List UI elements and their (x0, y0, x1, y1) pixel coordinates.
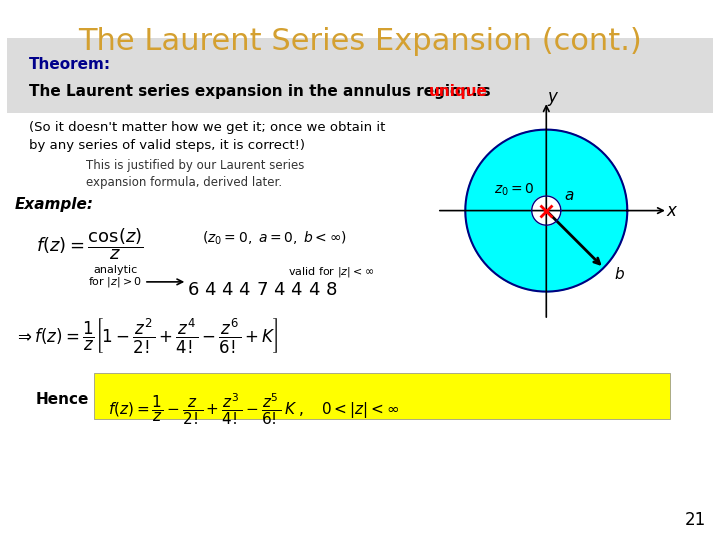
Text: 21: 21 (684, 511, 706, 529)
Text: unique: unique (428, 84, 487, 99)
Text: $\Rightarrow f(z) = \dfrac{1}{z}\left[1 - \dfrac{z^2}{2!} + \dfrac{z^4}{4!} - \d: $\Rightarrow f(z) = \dfrac{1}{z}\left[1 … (14, 316, 279, 355)
Text: $z_0 = 0$: $z_0 = 0$ (494, 182, 534, 199)
Text: analytic: analytic (93, 265, 138, 275)
FancyBboxPatch shape (94, 373, 670, 418)
Text: $(z_0 = 0,\; a = 0,\; b < \infty)$: $(z_0 = 0,\; a = 0,\; b < \infty)$ (202, 230, 346, 247)
Text: $a$: $a$ (564, 187, 575, 202)
Text: $y$: $y$ (546, 90, 559, 108)
Text: valid for $|z|<\infty$: valid for $|z|<\infty$ (288, 265, 374, 279)
Text: $f(z) = \dfrac{\cos(z)}{z}$: $f(z) = \dfrac{\cos(z)}{z}$ (36, 227, 144, 262)
Text: This is justified by our Laurent series
expansion formula, derived later.: This is justified by our Laurent series … (86, 159, 305, 190)
Text: The Laurent Series Expansion (cont.): The Laurent Series Expansion (cont.) (78, 27, 642, 56)
Text: (So it doesn't matter how we get it; once we obtain it
by any series of valid st: (So it doesn't matter how we get it; onc… (29, 122, 385, 152)
Polygon shape (465, 130, 627, 292)
Text: .: . (472, 84, 477, 99)
FancyBboxPatch shape (7, 38, 713, 113)
Text: Example:: Example: (14, 197, 94, 212)
Text: $6\ 4\ 4\ 4\ 7\ 4\ 4\ 4\ 8$: $6\ 4\ 4\ 4\ 7\ 4\ 4\ 4\ 8$ (187, 281, 338, 299)
Text: $x$: $x$ (665, 201, 678, 220)
Text: for $|z|>0$: for $|z|>0$ (88, 275, 143, 289)
Polygon shape (532, 196, 561, 225)
Text: Hence: Hence (36, 392, 89, 407)
Text: The Laurent series expansion in the annulus region is: The Laurent series expansion in the annu… (29, 84, 495, 99)
Text: Theorem:: Theorem: (29, 57, 111, 72)
Text: $f(z) = \dfrac{1}{z} - \dfrac{z}{2!} + \dfrac{z^3}{4!} - \dfrac{z^5}{6!}\,K\;,\q: $f(z) = \dfrac{1}{z} - \dfrac{z}{2!} + \… (108, 392, 400, 427)
Text: $b$: $b$ (613, 267, 624, 282)
